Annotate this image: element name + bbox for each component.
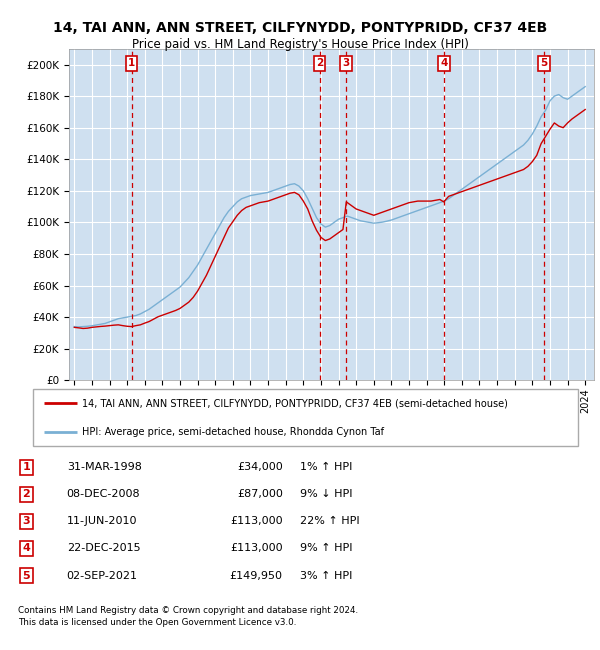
Text: 11-JUN-2010: 11-JUN-2010 (67, 516, 137, 526)
Text: £34,000: £34,000 (237, 462, 283, 473)
Text: 14, TAI ANN, ANN STREET, CILFYNYDD, PONTYPRIDD, CF37 4EB: 14, TAI ANN, ANN STREET, CILFYNYDD, PONT… (53, 21, 547, 35)
Text: 22% ↑ HPI: 22% ↑ HPI (300, 516, 359, 526)
FancyBboxPatch shape (33, 389, 578, 446)
Text: 1% ↑ HPI: 1% ↑ HPI (300, 462, 352, 473)
Text: £113,000: £113,000 (230, 516, 283, 526)
Text: 3: 3 (23, 516, 30, 526)
Text: 3: 3 (343, 58, 350, 68)
Text: 9% ↑ HPI: 9% ↑ HPI (300, 543, 353, 554)
Text: 5: 5 (541, 58, 548, 68)
Text: 08-DEC-2008: 08-DEC-2008 (67, 489, 140, 499)
Text: 9% ↓ HPI: 9% ↓ HPI (300, 489, 353, 499)
Text: 4: 4 (440, 58, 448, 68)
Text: 14, TAI ANN, ANN STREET, CILFYNYDD, PONTYPRIDD, CF37 4EB (semi-detached house): 14, TAI ANN, ANN STREET, CILFYNYDD, PONT… (82, 398, 508, 408)
Text: 2: 2 (23, 489, 30, 499)
Text: 31-MAR-1998: 31-MAR-1998 (67, 462, 142, 473)
Text: 22-DEC-2015: 22-DEC-2015 (67, 543, 140, 554)
Text: 5: 5 (23, 571, 30, 580)
Text: £149,950: £149,950 (230, 571, 283, 580)
Text: HPI: Average price, semi-detached house, Rhondda Cynon Taf: HPI: Average price, semi-detached house,… (82, 427, 385, 437)
Text: 1: 1 (128, 58, 135, 68)
Text: Price paid vs. HM Land Registry's House Price Index (HPI): Price paid vs. HM Land Registry's House … (131, 38, 469, 51)
Text: 02-SEP-2021: 02-SEP-2021 (67, 571, 138, 580)
Text: 4: 4 (22, 543, 31, 554)
Text: Contains HM Land Registry data © Crown copyright and database right 2024.
This d: Contains HM Land Registry data © Crown c… (18, 606, 358, 627)
Text: 3% ↑ HPI: 3% ↑ HPI (300, 571, 352, 580)
Text: 1: 1 (23, 462, 30, 473)
Text: 2: 2 (316, 58, 323, 68)
Text: £87,000: £87,000 (237, 489, 283, 499)
Text: £113,000: £113,000 (230, 543, 283, 554)
